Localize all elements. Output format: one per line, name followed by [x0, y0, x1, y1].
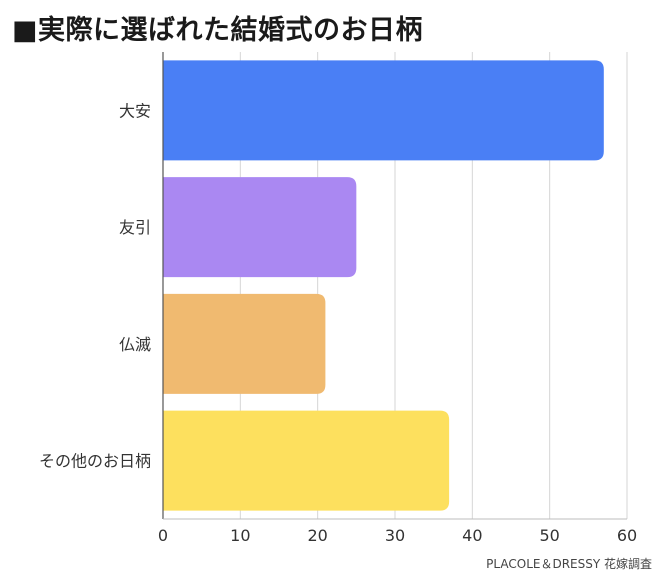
x-tick-label: 50: [539, 526, 559, 545]
category-label: 友引: [119, 218, 151, 237]
x-tick-label: 0: [158, 526, 168, 545]
bars: [163, 60, 604, 511]
bar: [163, 60, 604, 161]
category-label: 仏滅: [119, 335, 151, 354]
chart-title: ■実際に選ばれた結婚式のお日柄: [12, 15, 424, 46]
bar: [163, 410, 450, 511]
category-label: 大安: [119, 101, 151, 120]
source-note: PLACOLE＆DRESSY 花嫁調査: [486, 557, 652, 571]
category-label: その他のお日柄: [39, 452, 151, 471]
x-tick-labels: 0 10 20 30 40 50 60: [158, 526, 637, 545]
x-tick-label: 60: [617, 526, 637, 545]
x-tick-label: 30: [385, 526, 405, 545]
bar: [163, 177, 357, 278]
x-tick-label: 40: [462, 526, 482, 545]
x-tick-label: 20: [307, 526, 327, 545]
x-tick-label: 10: [230, 526, 250, 545]
axes: [162, 52, 627, 520]
bar: [163, 293, 326, 394]
